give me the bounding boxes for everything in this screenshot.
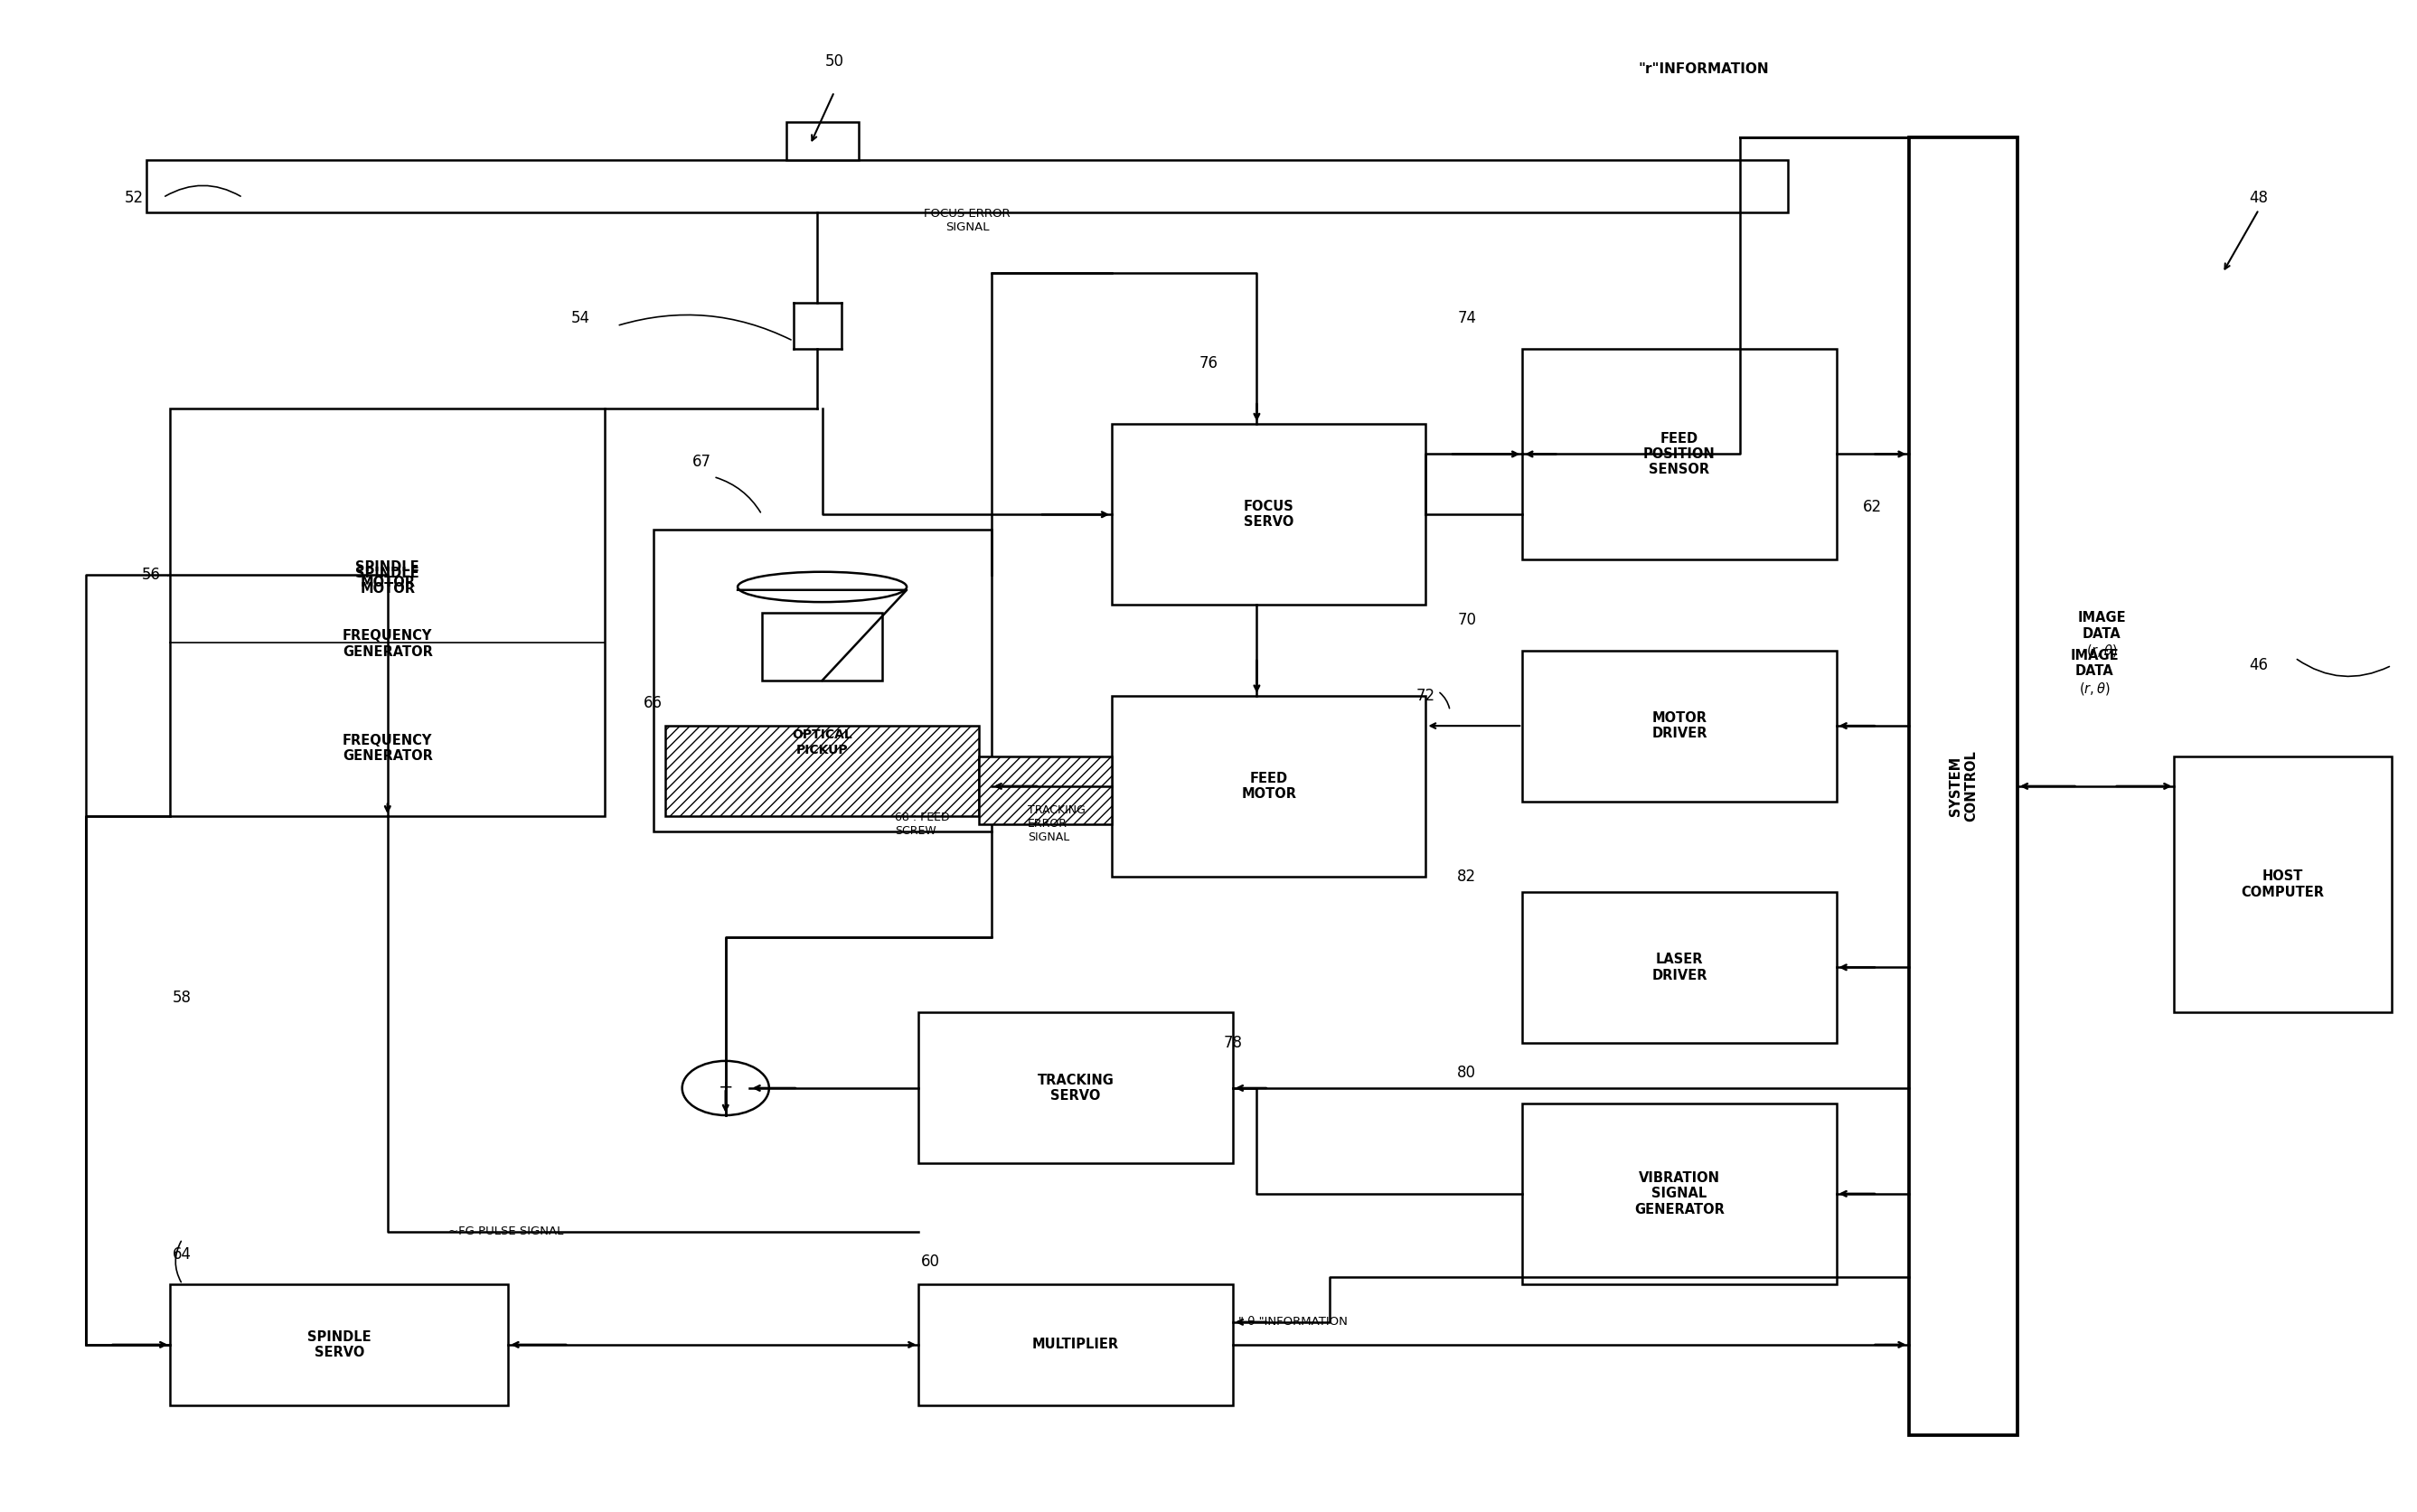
Text: 52: 52 bbox=[126, 189, 143, 206]
Text: FEED
POSITION
SENSOR: FEED POSITION SENSOR bbox=[1644, 431, 1716, 476]
Text: 82: 82 bbox=[1457, 868, 1477, 885]
Text: ~FG PULSE SIGNAL: ~FG PULSE SIGNAL bbox=[447, 1226, 563, 1237]
FancyBboxPatch shape bbox=[918, 1284, 1233, 1405]
Text: FEED
MOTOR: FEED MOTOR bbox=[1242, 771, 1296, 801]
Ellipse shape bbox=[737, 572, 906, 602]
Text: TRACKING
SERVO: TRACKING SERVO bbox=[1037, 1074, 1114, 1102]
Text: SPINDLE
MOTOR


FREQUENCY
GENERATOR: SPINDLE MOTOR FREQUENCY GENERATOR bbox=[343, 567, 433, 659]
Text: 68 : FEED
SCREW: 68 : FEED SCREW bbox=[894, 812, 950, 836]
Text: 50: 50 bbox=[824, 53, 844, 70]
Text: 78: 78 bbox=[1223, 1034, 1242, 1051]
Text: FOCUS ERROR
SIGNAL: FOCUS ERROR SIGNAL bbox=[923, 207, 1010, 233]
Text: 58: 58 bbox=[174, 989, 191, 1005]
Text: 48: 48 bbox=[2250, 189, 2267, 206]
Text: IMAGE
DATA
$(r, \theta)$: IMAGE DATA $(r, \theta)$ bbox=[2079, 611, 2127, 659]
Text: MULTIPLIER: MULTIPLIER bbox=[1032, 1338, 1119, 1352]
FancyBboxPatch shape bbox=[653, 529, 991, 832]
Text: 46: 46 bbox=[2250, 658, 2267, 673]
FancyBboxPatch shape bbox=[1112, 696, 1426, 877]
Text: FREQUENCY
GENERATOR: FREQUENCY GENERATOR bbox=[343, 733, 433, 764]
Text: "r"INFORMATION: "r"INFORMATION bbox=[1639, 62, 1769, 76]
FancyBboxPatch shape bbox=[786, 122, 858, 160]
Text: OPTICAL
PICKUP: OPTICAL PICKUP bbox=[793, 729, 853, 756]
FancyBboxPatch shape bbox=[2175, 756, 2390, 1013]
FancyBboxPatch shape bbox=[169, 1284, 508, 1405]
FancyBboxPatch shape bbox=[145, 160, 1789, 213]
Text: IMAGE
DATA
$(r, \theta)$: IMAGE DATA $(r, \theta)$ bbox=[2071, 649, 2120, 697]
FancyBboxPatch shape bbox=[169, 408, 604, 816]
Text: +: + bbox=[718, 1080, 732, 1096]
Text: 74: 74 bbox=[1457, 310, 1477, 327]
Text: 80: 80 bbox=[1457, 1064, 1477, 1081]
FancyBboxPatch shape bbox=[761, 612, 882, 680]
Text: MOTOR
DRIVER: MOTOR DRIVER bbox=[1651, 711, 1706, 741]
Text: 54: 54 bbox=[570, 310, 590, 327]
Text: 56: 56 bbox=[143, 567, 160, 584]
FancyBboxPatch shape bbox=[1523, 892, 1837, 1043]
Text: " θ "INFORMATION: " θ "INFORMATION bbox=[1238, 1315, 1349, 1328]
Text: 66: 66 bbox=[643, 696, 662, 711]
FancyBboxPatch shape bbox=[665, 726, 979, 816]
Text: 62: 62 bbox=[1864, 499, 1883, 516]
Text: FOCUS
SERVO: FOCUS SERVO bbox=[1245, 500, 1293, 529]
Text: 70: 70 bbox=[1457, 612, 1477, 629]
Text: SYSTEM
CONTROL: SYSTEM CONTROL bbox=[1948, 750, 1977, 823]
Text: 67: 67 bbox=[691, 454, 711, 470]
FancyBboxPatch shape bbox=[918, 1013, 1233, 1164]
Text: SPINDLE
SERVO: SPINDLE SERVO bbox=[307, 1331, 372, 1359]
Text: TRACKING
ERROR
SIGNAL: TRACKING ERROR SIGNAL bbox=[1027, 804, 1085, 844]
FancyBboxPatch shape bbox=[1909, 138, 2018, 1435]
Text: 76: 76 bbox=[1199, 355, 1218, 372]
FancyBboxPatch shape bbox=[1523, 650, 1837, 801]
FancyBboxPatch shape bbox=[1523, 1104, 1837, 1284]
FancyBboxPatch shape bbox=[1523, 348, 1837, 559]
FancyBboxPatch shape bbox=[1112, 423, 1426, 605]
Text: SPINDLE
MOTOR: SPINDLE MOTOR bbox=[355, 561, 421, 590]
Text: 72: 72 bbox=[1416, 688, 1436, 703]
Text: LASER
DRIVER: LASER DRIVER bbox=[1651, 953, 1706, 981]
Text: VIBRATION
SIGNAL
GENERATOR: VIBRATION SIGNAL GENERATOR bbox=[1634, 1172, 1723, 1216]
Text: 64: 64 bbox=[174, 1246, 191, 1263]
Text: 60: 60 bbox=[921, 1253, 940, 1270]
Text: HOST
COMPUTER: HOST COMPUTER bbox=[2241, 869, 2325, 900]
FancyBboxPatch shape bbox=[979, 756, 1112, 824]
